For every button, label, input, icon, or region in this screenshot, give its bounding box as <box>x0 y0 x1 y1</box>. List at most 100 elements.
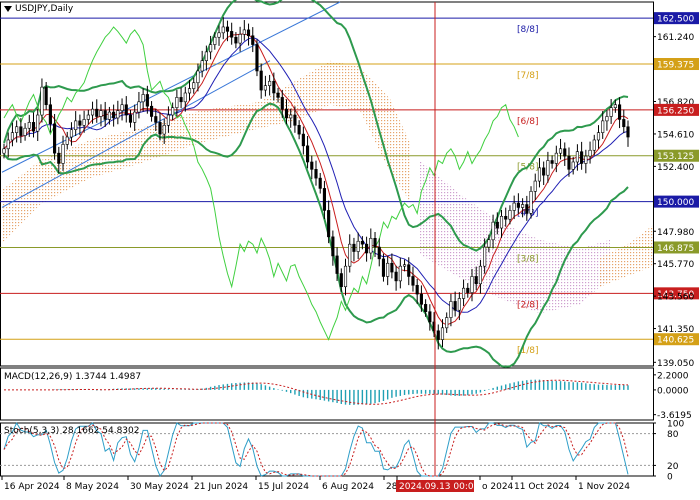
candle-body <box>411 276 415 286</box>
candle-body <box>402 264 407 267</box>
candle-body <box>242 29 246 35</box>
candle-body <box>128 114 133 123</box>
price-axis-label: 145.770 <box>657 260 694 270</box>
candle-body <box>499 215 504 229</box>
candle-body <box>19 126 23 136</box>
candle-body <box>415 284 419 295</box>
candle-body <box>462 287 466 299</box>
candle-body <box>491 221 495 241</box>
cloud-purple <box>420 160 610 314</box>
candle-body <box>335 255 339 274</box>
chart-title: USDJPY,Daily <box>4 4 73 14</box>
candle-body <box>487 239 491 248</box>
candle-body <box>605 116 609 122</box>
candle-body <box>440 327 445 340</box>
price-level-tag-text: 146.875 <box>657 244 694 254</box>
stoch-axis-label: 20 <box>667 462 679 472</box>
candle-body <box>145 94 149 107</box>
candle-body <box>196 70 200 84</box>
candle-body <box>575 151 579 163</box>
candle-body <box>457 298 461 311</box>
candle-body <box>322 188 326 211</box>
candle-body <box>504 215 508 220</box>
candle-body <box>48 104 52 125</box>
candle-body <box>57 152 61 164</box>
time-axis-label: o 2024 <box>482 482 514 492</box>
time-axis-label: 6 Aug 2024 <box>322 482 374 492</box>
candle-body <box>124 104 128 116</box>
candle-body <box>200 60 204 72</box>
stoch-signal-line <box>3 422 629 477</box>
murrey-level-label: [8/8] <box>517 25 539 35</box>
candle-body <box>554 152 558 164</box>
candle-body <box>521 204 525 208</box>
cloud-orange-future <box>600 225 653 287</box>
price-level-tag-text: 153.125 <box>657 152 694 162</box>
macd-panel <box>0 367 654 421</box>
murrey-level-label: [7/8] <box>517 71 539 81</box>
candle-body <box>116 110 120 119</box>
time-axis-label: 11 Oct 2024 <box>514 482 570 492</box>
price-axis-label: 147.980 <box>657 228 694 238</box>
candle-body <box>550 160 554 164</box>
candle-body <box>6 139 10 150</box>
candle-body <box>53 123 57 154</box>
candle-body <box>246 29 251 37</box>
candle-body <box>251 35 255 45</box>
cloud-orange <box>2 60 410 243</box>
candle-body <box>356 240 360 252</box>
candle-body <box>280 97 284 110</box>
candle-body <box>470 276 474 293</box>
candle-body <box>162 124 166 135</box>
candle-body <box>419 293 423 305</box>
price-level-tag <box>654 12 699 25</box>
candle-body <box>74 120 78 130</box>
price-level-tag <box>654 103 699 116</box>
price-level-tag <box>654 58 699 71</box>
kijun-line <box>3 36 629 313</box>
time-axis-label: 15 Jul 2024 <box>258 482 309 492</box>
candle-body <box>225 26 230 32</box>
candle-body <box>78 120 82 126</box>
candle-body <box>90 108 95 116</box>
candle-body <box>343 265 348 288</box>
macd-signal-line <box>4 379 629 405</box>
price-level-tag-text: 159.375 <box>657 61 694 71</box>
candle-body <box>221 26 225 34</box>
time-axis-label: 28 <box>386 482 398 492</box>
candle-body <box>314 169 318 179</box>
candle-body <box>466 287 470 293</box>
price-axis-label: 152.400 <box>657 163 694 173</box>
candle-body <box>478 265 482 285</box>
candle-body <box>107 111 111 120</box>
price-level-tag <box>654 333 699 346</box>
price-level-tag-text: 150.000 <box>657 198 694 208</box>
candle-body <box>618 104 622 120</box>
candle-body <box>175 97 179 108</box>
candle-body <box>284 108 289 119</box>
candle-body <box>428 311 432 323</box>
candle-body <box>542 167 546 176</box>
candle-body <box>297 124 301 135</box>
candle-body <box>255 44 259 72</box>
candle-body <box>213 36 217 45</box>
chikou-line <box>3 26 519 341</box>
candle-body <box>10 132 14 141</box>
time-axis-label: 1 Nov 2024 <box>578 482 630 492</box>
candle-body <box>369 238 373 254</box>
time-marker-tag-text: 2024.09.13 00:00 <box>399 482 480 492</box>
price-level-tag <box>654 241 699 254</box>
candle-body <box>453 301 457 311</box>
candle-body <box>293 114 297 126</box>
candle-body <box>192 82 196 89</box>
price-axis-label: 154.610 <box>657 130 694 140</box>
dropdown-triangle-icon[interactable] <box>4 6 12 12</box>
candle-body <box>567 155 571 170</box>
price-level-tag-text: 140.625 <box>657 336 694 346</box>
candle-body <box>365 243 369 254</box>
macd-axis-label: 2.2000 <box>657 371 689 381</box>
candle-body <box>23 127 27 136</box>
candle-body <box>95 108 99 117</box>
